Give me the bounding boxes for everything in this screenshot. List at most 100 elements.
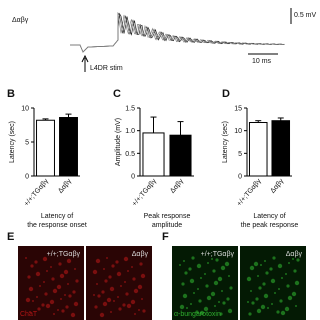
micrograph-speck — [109, 286, 115, 292]
micrograph-speck — [272, 256, 276, 260]
micrograph-speck — [296, 258, 300, 262]
micrograph-speck — [262, 282, 266, 286]
micrograph-speck — [218, 301, 220, 303]
micrograph-speck — [190, 303, 192, 305]
micrograph-speck — [39, 285, 41, 287]
micrograph-speck — [229, 286, 233, 290]
micrograph-speck — [122, 303, 126, 307]
micrograph-speck — [59, 273, 65, 279]
micrograph-speck — [63, 269, 69, 275]
micrograph-speck — [197, 288, 199, 290]
micrograph-speck — [118, 307, 122, 311]
micrograph-speck — [182, 293, 188, 299]
micrograph-speck — [200, 277, 202, 279]
micrograph-speck — [133, 288, 139, 294]
y-axis-label: Amplitude (mV) — [115, 118, 122, 166]
micrograph-speck — [108, 275, 112, 279]
x-tick-label: Δαβγ — [169, 177, 185, 194]
micrograph-speck — [70, 312, 76, 318]
micrograph-speck — [29, 311, 31, 313]
micrograph-speck — [117, 296, 119, 298]
x-tick-label: +/+;TGαβγ — [131, 177, 158, 207]
micrograph — [18, 246, 84, 320]
micrograph-speck — [126, 303, 132, 309]
genotype-label: +/+;TGαβγ — [47, 251, 81, 258]
micrograph-speck — [263, 293, 269, 299]
micrograph-speck — [217, 276, 223, 282]
y-tick-label: 1.5 — [125, 106, 135, 113]
micrograph-speck — [220, 265, 226, 271]
micrograph-speck — [94, 305, 98, 309]
micrograph-speck — [249, 265, 255, 271]
micrograph-speck — [61, 309, 65, 313]
micrograph-speck — [42, 256, 48, 262]
micrograph-speck — [25, 257, 27, 259]
bar — [36, 119, 55, 177]
micrograph-speck — [205, 284, 209, 288]
micrograph-speck — [206, 295, 212, 301]
y-tick-label: 10 — [234, 128, 242, 135]
micrograph-speck — [102, 301, 108, 307]
micrograph-speck — [28, 286, 34, 292]
micrograph-speck — [97, 294, 101, 298]
micrograph-speck — [138, 309, 140, 311]
micrograph-speck — [186, 307, 188, 309]
micrograph-speck — [226, 297, 230, 301]
micrograph-speck — [103, 268, 105, 270]
y-tick-label: 0 — [131, 174, 135, 181]
scale-time: 10 ms — [252, 58, 272, 65]
bar — [59, 117, 78, 177]
y-tick-label: 1.0 — [125, 128, 135, 135]
micrograph-speck — [247, 301, 249, 303]
micrograph-speck — [258, 286, 262, 290]
panel-label: F — [162, 231, 169, 243]
micrograph-speck — [115, 260, 119, 264]
micrograph-speck — [277, 263, 283, 269]
micrograph-speck — [99, 312, 105, 318]
micrograph-speck — [212, 269, 216, 273]
micrograph-speck — [72, 290, 76, 294]
micrograph-speck — [92, 269, 98, 275]
micrograph-speck — [224, 261, 230, 267]
micrograph-speck — [295, 305, 297, 307]
micrograph-speck — [96, 283, 98, 285]
micrograph-speck — [75, 279, 79, 283]
micrograph-speck — [43, 281, 45, 283]
micrograph-speck — [264, 260, 266, 262]
scale-amplitude: 0.5 mV — [294, 12, 317, 19]
x-tick-label: Δαβγ — [57, 177, 73, 194]
y-tick-label: 0 — [238, 174, 242, 181]
stain-label: ChaT — [20, 311, 38, 318]
micrograph-speck — [60, 298, 62, 300]
micrograph-speck — [260, 304, 266, 310]
micrograph-speck — [250, 290, 252, 292]
caption: the response onset — [27, 222, 87, 229]
micrograph-speck — [246, 276, 252, 282]
x-tick-label: Δαβγ — [269, 177, 285, 194]
micrograph-speck — [281, 277, 283, 279]
micrograph-speck — [255, 297, 259, 301]
micrograph-speck — [203, 306, 209, 312]
panel-label: D — [222, 88, 230, 100]
micrograph-speck — [179, 304, 185, 310]
y-tick-label: 10 — [21, 106, 29, 113]
caption: Peak response — [144, 213, 191, 220]
micrograph-speck — [265, 271, 269, 275]
micrograph-speck — [32, 300, 34, 302]
micrograph-speck — [25, 297, 31, 303]
micrograph-speck — [279, 299, 283, 303]
micrograph-speck — [73, 301, 79, 307]
micrograph-speck — [27, 275, 31, 279]
micrograph-speck — [215, 258, 219, 262]
micrograph-speck — [193, 292, 195, 294]
micrograph-speck — [204, 273, 206, 275]
caption: the peak response — [241, 222, 299, 229]
micrograph-speck — [267, 307, 269, 309]
genotype-label: Δαβγ — [12, 17, 29, 24]
micrograph-speck — [36, 296, 38, 298]
micrograph-speck — [271, 303, 273, 305]
micrograph-speck — [293, 269, 297, 273]
micrograph-speck — [219, 312, 223, 316]
micrograph-speck — [257, 275, 259, 277]
micrograph-speck — [65, 305, 69, 309]
